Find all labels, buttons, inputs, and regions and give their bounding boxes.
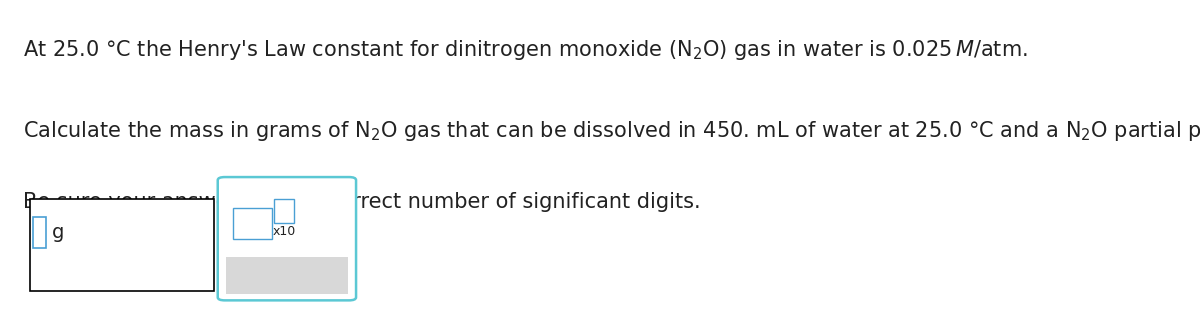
FancyBboxPatch shape [217, 177, 356, 300]
Text: g: g [52, 223, 64, 242]
Text: x10: x10 [274, 225, 296, 238]
Text: ×: × [244, 266, 260, 285]
Text: ?: ? [317, 266, 326, 285]
Text: Be sure your answer has the correct number of significant digits.: Be sure your answer has the correct numb… [23, 193, 701, 212]
FancyBboxPatch shape [274, 199, 294, 223]
FancyBboxPatch shape [34, 217, 46, 248]
FancyBboxPatch shape [30, 199, 214, 291]
FancyBboxPatch shape [227, 257, 348, 294]
FancyBboxPatch shape [233, 208, 272, 239]
Text: Calculate the mass in grams of $\mathrm{N_2O}$ gas that can be dissolved in 450.: Calculate the mass in grams of $\mathrm{… [23, 118, 1200, 142]
Text: At 25.0 $°$C the Henry's Law constant for dinitrogen monoxide $\left(\mathrm{N_2: At 25.0 $°$C the Henry's Law constant fo… [23, 38, 1027, 63]
Text: ↺: ↺ [278, 266, 295, 285]
